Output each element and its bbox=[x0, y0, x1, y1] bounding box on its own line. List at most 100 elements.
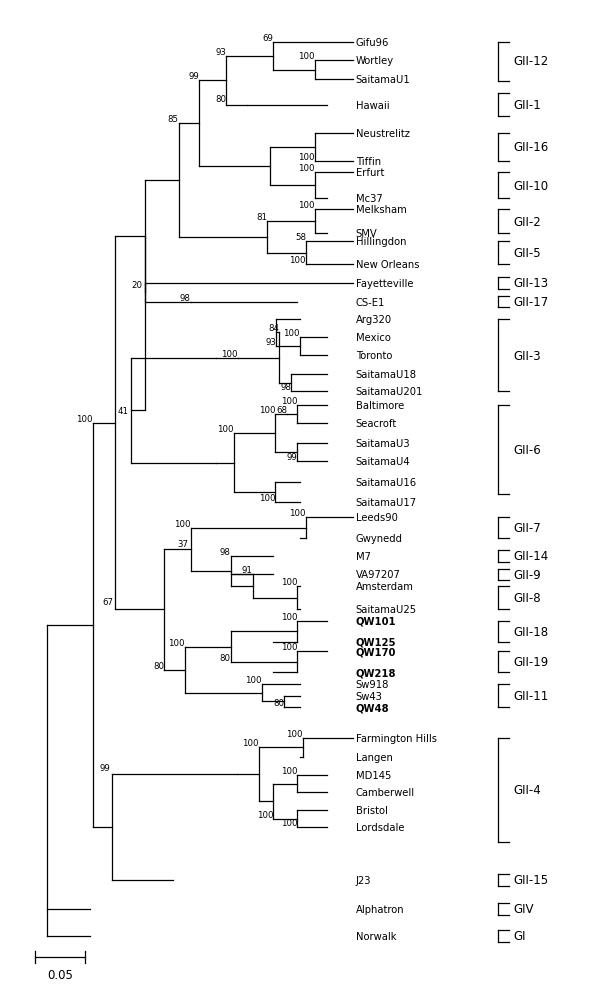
Text: Fayetteville: Fayetteville bbox=[356, 279, 413, 289]
Text: 100: 100 bbox=[245, 675, 262, 684]
Text: Melksham: Melksham bbox=[356, 205, 406, 215]
Text: QW125: QW125 bbox=[356, 637, 396, 647]
Text: Norwalk: Norwalk bbox=[356, 931, 396, 941]
Text: GIV: GIV bbox=[514, 902, 534, 915]
Text: 58: 58 bbox=[295, 233, 306, 242]
Text: GII-7: GII-7 bbox=[514, 522, 541, 534]
Text: 67: 67 bbox=[102, 598, 113, 606]
Text: 100: 100 bbox=[281, 643, 297, 652]
Text: 99: 99 bbox=[100, 763, 110, 772]
Text: GII-14: GII-14 bbox=[514, 549, 549, 563]
Text: GII-5: GII-5 bbox=[514, 246, 541, 260]
Text: SaitamaU18: SaitamaU18 bbox=[356, 370, 416, 380]
Text: VA97207: VA97207 bbox=[356, 570, 400, 580]
Text: J23: J23 bbox=[356, 875, 371, 884]
Text: GII-11: GII-11 bbox=[514, 689, 549, 702]
Text: GII-19: GII-19 bbox=[514, 656, 549, 669]
Text: Baltimore: Baltimore bbox=[356, 401, 404, 411]
Text: Langen: Langen bbox=[356, 752, 392, 762]
Text: 85: 85 bbox=[168, 114, 179, 124]
Text: 91: 91 bbox=[242, 566, 253, 575]
Text: Gwynedd: Gwynedd bbox=[356, 533, 403, 543]
Text: Sw918: Sw918 bbox=[356, 679, 389, 689]
Text: 100: 100 bbox=[168, 638, 185, 647]
Text: 100: 100 bbox=[259, 405, 275, 415]
Text: 41: 41 bbox=[118, 406, 129, 415]
Text: Lordsdale: Lordsdale bbox=[356, 822, 404, 832]
Text: GII-4: GII-4 bbox=[514, 784, 541, 797]
Text: 99: 99 bbox=[188, 72, 199, 81]
Text: 100: 100 bbox=[76, 414, 93, 423]
Text: SMV: SMV bbox=[356, 229, 377, 239]
Text: GII-9: GII-9 bbox=[514, 568, 541, 582]
Text: 100: 100 bbox=[298, 164, 315, 173]
Text: 100: 100 bbox=[298, 201, 315, 210]
Text: QW170: QW170 bbox=[356, 647, 396, 657]
Text: 80: 80 bbox=[273, 698, 284, 708]
Text: 98: 98 bbox=[220, 547, 231, 556]
Text: GI: GI bbox=[514, 929, 526, 943]
Text: Mc37: Mc37 bbox=[356, 193, 382, 204]
Text: GII-8: GII-8 bbox=[514, 592, 541, 604]
Text: GII-1: GII-1 bbox=[514, 99, 541, 112]
Text: GII-18: GII-18 bbox=[514, 625, 549, 638]
Text: 80: 80 bbox=[153, 661, 164, 669]
Text: 84: 84 bbox=[268, 324, 279, 333]
Text: Erfurt: Erfurt bbox=[356, 168, 384, 178]
Text: 98: 98 bbox=[179, 293, 191, 303]
Text: GII-15: GII-15 bbox=[514, 874, 549, 886]
Text: 100: 100 bbox=[259, 494, 275, 503]
Text: Tiffin: Tiffin bbox=[356, 157, 381, 167]
Text: 80: 80 bbox=[215, 96, 226, 105]
Text: 93: 93 bbox=[215, 47, 226, 56]
Text: 100: 100 bbox=[217, 425, 234, 434]
Text: 81: 81 bbox=[256, 213, 268, 222]
Text: 100: 100 bbox=[281, 818, 297, 827]
Text: Neustrelitz: Neustrelitz bbox=[356, 128, 409, 138]
Text: Gifu96: Gifu96 bbox=[356, 37, 389, 47]
Text: 99: 99 bbox=[286, 453, 297, 461]
Text: Hillingdon: Hillingdon bbox=[356, 237, 406, 246]
Text: 100: 100 bbox=[281, 766, 297, 775]
Text: 80: 80 bbox=[220, 653, 231, 662]
Text: 100: 100 bbox=[298, 153, 315, 162]
Text: GII-2: GII-2 bbox=[514, 215, 541, 229]
Text: SaitamaU201: SaitamaU201 bbox=[356, 387, 423, 397]
Text: Bristol: Bristol bbox=[356, 805, 388, 815]
Text: Seacroft: Seacroft bbox=[356, 418, 397, 428]
Text: M7: M7 bbox=[356, 551, 371, 561]
Text: SaitamaU4: SaitamaU4 bbox=[356, 457, 410, 466]
Text: 100: 100 bbox=[289, 509, 306, 518]
Text: MD145: MD145 bbox=[356, 770, 391, 780]
Text: 100: 100 bbox=[242, 739, 259, 747]
Text: Sw43: Sw43 bbox=[356, 691, 382, 701]
Text: 100: 100 bbox=[286, 729, 303, 738]
Text: Hawaii: Hawaii bbox=[356, 101, 389, 110]
Text: GII-10: GII-10 bbox=[514, 179, 549, 192]
Text: SaitamaU25: SaitamaU25 bbox=[356, 604, 417, 614]
Text: 68: 68 bbox=[276, 405, 287, 415]
Text: GII-17: GII-17 bbox=[514, 296, 549, 309]
Text: Camberwell: Camberwell bbox=[356, 788, 415, 798]
Text: Mexico: Mexico bbox=[356, 332, 391, 342]
Text: Toronto: Toronto bbox=[356, 351, 392, 361]
Text: GII-13: GII-13 bbox=[514, 277, 549, 290]
Text: Amsterdam: Amsterdam bbox=[356, 582, 413, 592]
Text: 69: 69 bbox=[263, 34, 274, 42]
Text: SaitamaU17: SaitamaU17 bbox=[356, 498, 417, 508]
Text: Arg320: Arg320 bbox=[356, 315, 392, 324]
Text: QW218: QW218 bbox=[356, 668, 396, 677]
Text: Wortley: Wortley bbox=[356, 56, 394, 66]
Text: New Orleans: New Orleans bbox=[356, 260, 419, 270]
Text: Farmington Hills: Farmington Hills bbox=[356, 733, 437, 742]
Text: SaitamaU1: SaitamaU1 bbox=[356, 75, 410, 85]
Text: GII-12: GII-12 bbox=[514, 55, 549, 68]
Text: 93: 93 bbox=[265, 337, 277, 346]
Text: GII-16: GII-16 bbox=[514, 141, 549, 154]
Text: 0.05: 0.05 bbox=[47, 968, 73, 981]
Text: Leeds90: Leeds90 bbox=[356, 513, 397, 523]
Text: 100: 100 bbox=[281, 397, 297, 406]
Text: Alphatron: Alphatron bbox=[356, 904, 404, 914]
Text: QW48: QW48 bbox=[356, 702, 389, 713]
Text: CS-E1: CS-E1 bbox=[356, 297, 385, 308]
